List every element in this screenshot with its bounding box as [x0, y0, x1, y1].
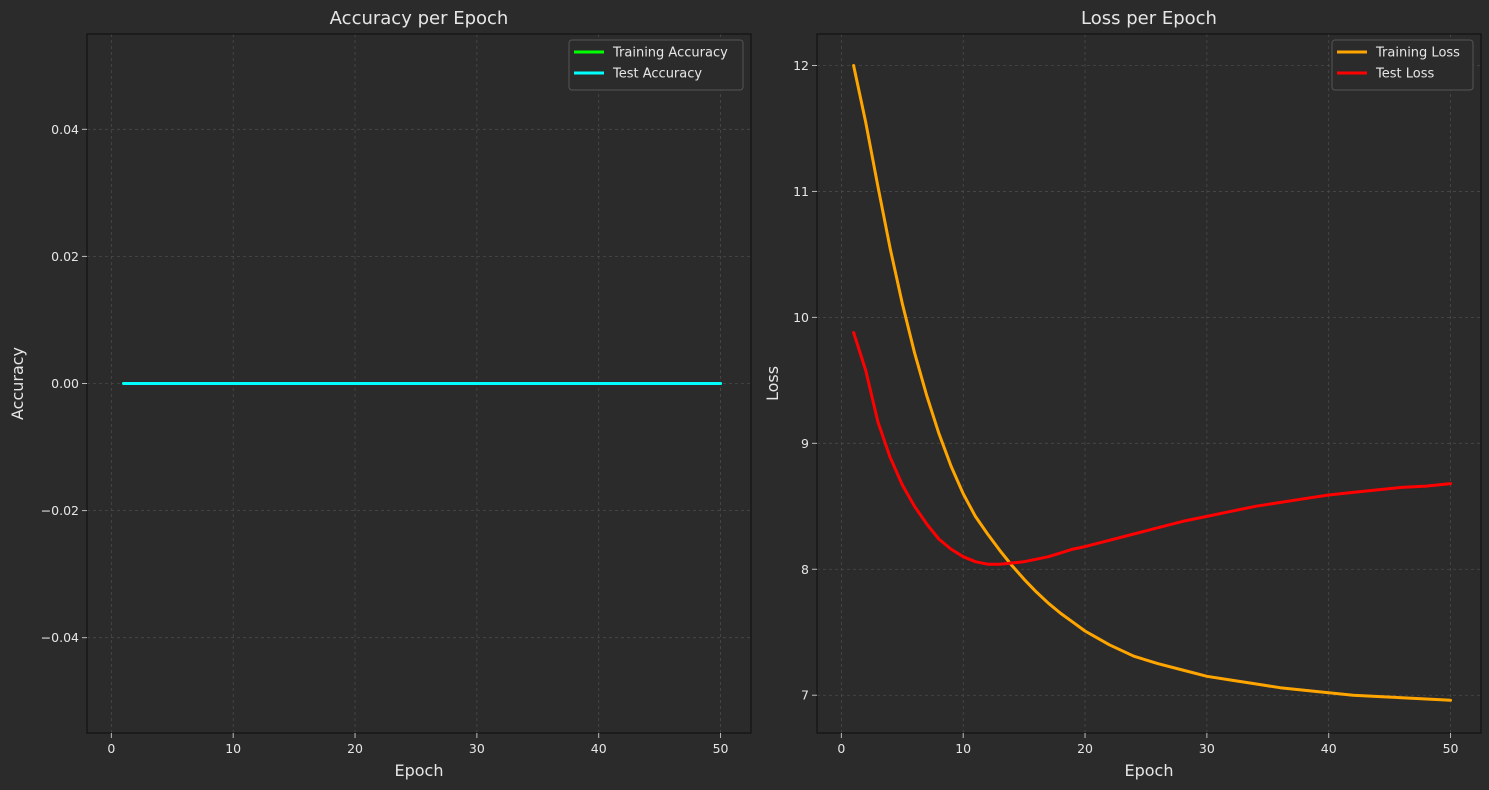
y-axis-label: Loss	[763, 366, 782, 401]
x-tick-label: 0	[107, 741, 115, 756]
x-tick-label: 10	[225, 741, 241, 756]
x-tick-label: 50	[713, 741, 729, 756]
x-tick-label: 40	[1321, 741, 1337, 756]
x-tick-label: 20	[1077, 741, 1093, 756]
legend-label: Test Accuracy	[612, 67, 702, 82]
x-tick-label: 30	[469, 741, 485, 756]
axes-frame	[816, 33, 1482, 734]
series-line-test-loss	[852, 331, 1452, 566]
y-tick-label: 9	[801, 436, 809, 451]
chart-panel-2: 0 10 20 30 40 50 7 8 9 10 11 12 Loss per Epoch Epoch L…	[763, 8, 1482, 780]
y-tick-label: 0.04	[51, 122, 79, 137]
chart-panel-1: 0 10 20 30 40 50 −0.04 −0.02 0.00 0.02 0.04 Accurac…	[8, 8, 752, 780]
x-tick-label: 0	[837, 741, 845, 756]
legend-label: Training Accuracy	[612, 46, 728, 61]
y-tick-label: 0.00	[51, 376, 79, 391]
y-tick-label: 12	[793, 58, 809, 73]
y-tick-label: −0.02	[41, 503, 79, 518]
y-tick-label: 0.02	[51, 249, 79, 264]
y-axis-label: Accuracy	[8, 347, 27, 420]
x-axis-label: Epoch	[1125, 761, 1174, 780]
chart-title: Loss per Epoch	[1081, 8, 1217, 29]
legend-box	[1331, 39, 1474, 91]
y-tick-label: −0.04	[41, 630, 79, 645]
x-tick-label: 50	[1443, 741, 1459, 756]
y-tick-label: 11	[793, 184, 809, 199]
y-tick-label: 10	[793, 310, 809, 325]
y-tick-label: 8	[801, 562, 809, 577]
legend-label: Test Loss	[1375, 67, 1434, 82]
legend-label: Training Loss	[1375, 46, 1460, 61]
y-tick-label: 7	[801, 688, 809, 703]
x-tick-label: 40	[591, 741, 607, 756]
plot-area	[817, 34, 1481, 733]
legend: Training Accuracy Test Accuracy	[568, 39, 744, 91]
series-line-training-loss	[852, 64, 1452, 702]
chart-title: Accuracy per Epoch	[330, 8, 509, 29]
x-axis-label: Epoch	[395, 761, 444, 780]
legend: Training Loss Test Loss	[1331, 39, 1474, 91]
x-tick-label: 30	[1199, 741, 1215, 756]
x-tick-label: 20	[347, 741, 363, 756]
x-tick-label: 10	[955, 741, 971, 756]
legend-box	[568, 39, 744, 91]
